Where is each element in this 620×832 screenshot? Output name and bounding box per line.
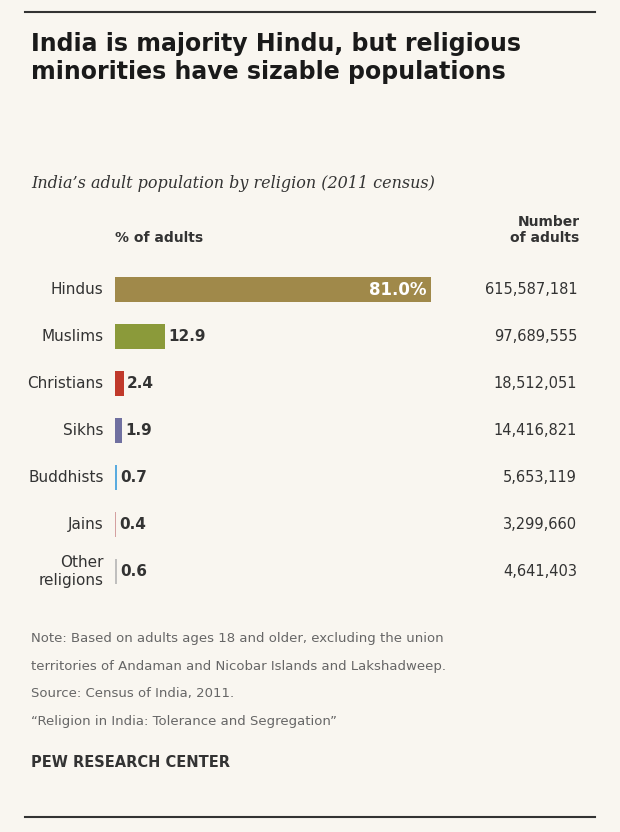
Text: “Religion in India: Tolerance and Segregation”: “Religion in India: Tolerance and Segreg… [31,715,337,728]
Text: 97,689,555: 97,689,555 [494,329,577,344]
Text: % of adults: % of adults [115,231,203,245]
Text: 14,416,821: 14,416,821 [494,423,577,438]
Text: 0.6: 0.6 [120,564,147,579]
Text: 0.4: 0.4 [120,517,146,532]
Text: 1.9: 1.9 [125,423,152,438]
Text: India’s adult population by religion (2011 census): India’s adult population by religion (20… [31,175,435,191]
Text: 2.4: 2.4 [127,376,154,391]
Bar [115,513,117,537]
Text: territories of Andaman and Nicobar Islands and Lakshadweep.: territories of Andaman and Nicobar Islan… [31,660,446,673]
Bar [115,559,117,584]
Text: 81.0%: 81.0% [370,280,427,299]
Text: PEW RESEARCH CENTER: PEW RESEARCH CENTER [31,755,230,770]
Text: Note: Based on adults ages 18 and older, excluding the union: Note: Based on adults ages 18 and older,… [31,632,444,646]
Text: 3,299,660: 3,299,660 [503,517,577,532]
Text: 0.7: 0.7 [120,470,148,485]
Bar [115,465,117,490]
Text: 12.9: 12.9 [168,329,206,344]
Text: 4,641,403: 4,641,403 [503,564,577,579]
Bar [115,277,431,302]
Bar [115,324,165,349]
Bar [115,371,124,396]
Text: Source: Census of India, 2011.: Source: Census of India, 2011. [31,687,234,701]
Text: Number
of adults: Number of adults [510,215,580,245]
Text: 5,653,119: 5,653,119 [503,470,577,485]
Bar [115,418,122,443]
Text: 615,587,181: 615,587,181 [485,282,577,297]
Text: 18,512,051: 18,512,051 [494,376,577,391]
Text: India is majority Hindu, but religious
minorities have sizable populations: India is majority Hindu, but religious m… [31,32,521,84]
